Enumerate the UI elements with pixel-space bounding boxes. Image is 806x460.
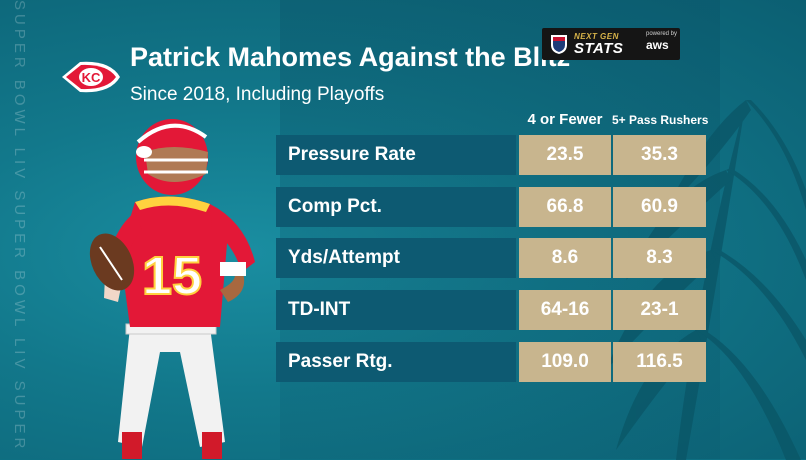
stat-value-4-or-fewer: 8.6 — [519, 238, 611, 278]
stat-value-5-plus: 8.3 — [613, 238, 706, 278]
stat-label: Pressure Rate — [276, 135, 516, 175]
svg-text:KC: KC — [82, 70, 101, 85]
column-header-4-or-fewer: 4 or Fewer — [527, 111, 603, 128]
super-bowl-watermark: SUPER BOWL LIV SUPER BOWL LIV SUPER BOWL… — [11, 0, 28, 459]
nfl-shield-icon — [551, 35, 567, 54]
next-gen-stats-badge: NEXT GEN STATS powered by aws — [542, 28, 680, 60]
stat-value-4-or-fewer: 23.5 — [519, 135, 611, 175]
stat-label: Comp Pct. — [276, 187, 516, 227]
stat-value-4-or-fewer: 109.0 — [519, 342, 611, 382]
jersey-number: 15 — [142, 246, 202, 306]
stat-label: Passer Rtg. — [276, 342, 516, 382]
stat-label: Yds/Attempt — [276, 238, 516, 278]
column-header-5-plus: 5+ Pass Rushers — [612, 113, 709, 127]
stat-value-5-plus: 35.3 — [613, 135, 706, 175]
stat-value-5-plus: 23-1 — [613, 290, 706, 330]
chiefs-logo-icon: KC — [62, 61, 120, 93]
stat-row-comp-pct: Comp Pct. 66.8 60.9 — [276, 187, 706, 227]
stat-label: TD-INT — [276, 290, 516, 330]
stat-row-td-int: TD-INT 64-16 23-1 — [276, 290, 706, 330]
ngs-top-text: NEXT GEN — [574, 32, 619, 41]
stat-value-4-or-fewer: 66.8 — [519, 187, 611, 227]
stat-value-5-plus: 60.9 — [613, 187, 706, 227]
stat-value-4-or-fewer: 64-16 — [519, 290, 611, 330]
stat-row-yds-attempt: Yds/Attempt 8.6 8.3 — [276, 238, 706, 278]
ngs-main-text: STATS — [574, 40, 624, 57]
stat-row-passer-rtg: Passer Rtg. 109.0 116.5 — [276, 342, 706, 382]
page-subtitle: Since 2018, Including Playoffs — [130, 84, 385, 105]
aws-logo-text: aws — [646, 38, 669, 52]
powered-by-text: powered by — [646, 31, 678, 37]
page-title: Patrick Mahomes Against the Blitz — [130, 42, 571, 72]
player-photo: 15 — [89, 119, 255, 459]
stat-row-pressure-rate: Pressure Rate 23.5 35.3 — [276, 135, 706, 175]
stat-value-5-plus: 116.5 — [613, 342, 706, 382]
